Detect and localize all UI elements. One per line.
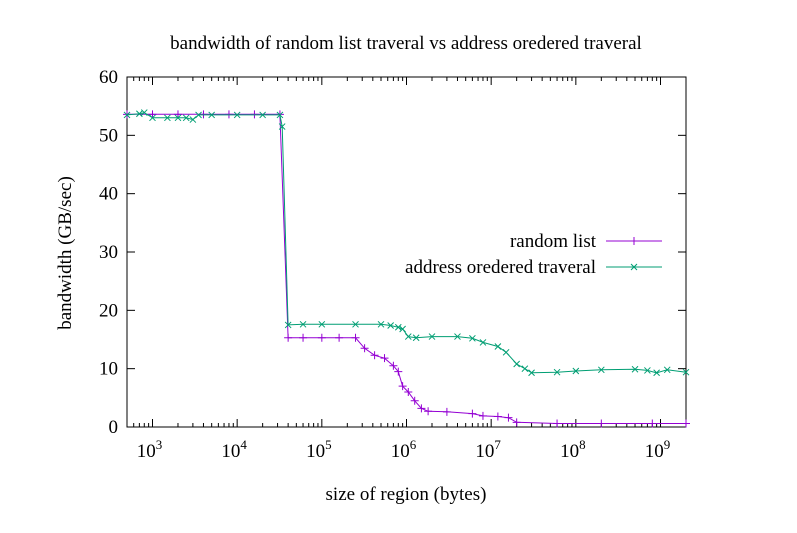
data-point (380, 354, 389, 363)
x-tick-label: 104 (221, 437, 247, 462)
data-point (182, 114, 190, 122)
data-point (351, 333, 360, 342)
y-axis-label: bandwidth (GB/sec) (55, 176, 76, 330)
y-tick-label: 10 (99, 359, 118, 380)
plot-frame (126, 76, 687, 428)
data-point (528, 369, 535, 377)
data-point (352, 320, 359, 328)
data-point (299, 320, 307, 328)
data-point (233, 111, 241, 119)
data-point (410, 396, 419, 405)
data-point (136, 110, 143, 118)
data-point (387, 322, 395, 329)
data-point (597, 419, 606, 428)
data-point (428, 333, 436, 340)
data-point (164, 114, 171, 122)
data-point (479, 339, 487, 346)
legend-marker (630, 237, 638, 245)
data-point (174, 114, 182, 122)
data-point (224, 110, 233, 119)
data-point (370, 351, 379, 360)
data-point (189, 116, 197, 123)
data-point (284, 333, 293, 342)
data-point (284, 321, 292, 329)
data-point (173, 110, 182, 119)
data-point (404, 333, 412, 340)
data-point (276, 111, 284, 119)
x-tick-label: 106 (391, 437, 417, 462)
data-point (424, 407, 433, 416)
data-point (404, 388, 413, 396)
x-tick-label: 103 (137, 437, 163, 462)
y-tick-label: 60 (99, 67, 118, 88)
data-point (335, 333, 344, 342)
data-point (412, 334, 420, 342)
data-point (553, 419, 562, 428)
x-tick-label: 105 (306, 437, 332, 462)
data-point (478, 411, 487, 420)
data-point (278, 123, 286, 130)
y-tick-label: 40 (99, 184, 118, 205)
data-point (394, 367, 403, 376)
chart-title: bandwidth of random list traveral vs add… (170, 33, 642, 54)
x-tick-label: 109 (645, 437, 671, 462)
data-point (512, 418, 521, 427)
legend-label: address oredered traveral (405, 257, 596, 278)
data-point (469, 334, 476, 342)
data-point (259, 111, 267, 119)
x-axis-label: size of region (bytes) (326, 484, 487, 505)
data-point (442, 407, 451, 416)
data-point (521, 365, 529, 373)
data-point (513, 360, 521, 368)
data-point (317, 333, 326, 342)
data-point (360, 344, 369, 353)
data-point (504, 413, 513, 422)
data-point (493, 412, 502, 421)
series-1 (123, 109, 690, 377)
data-point (417, 404, 426, 413)
data-point (377, 320, 385, 328)
data-point (663, 366, 671, 374)
data-point (553, 368, 561, 376)
data-point (653, 369, 660, 377)
data-point (572, 367, 580, 375)
x-tick-label: 108 (560, 437, 586, 462)
data-point (648, 419, 657, 428)
data-point (502, 348, 510, 356)
data-point (318, 320, 326, 328)
data-point (494, 343, 502, 350)
data-point (454, 333, 461, 340)
data-point (149, 114, 156, 122)
y-tick-label: 50 (99, 125, 118, 146)
data-point (394, 323, 402, 331)
data-point (123, 111, 131, 119)
legend: random list address oredered traveral (405, 231, 662, 278)
data-point (468, 409, 477, 418)
data-point (148, 110, 157, 119)
y-tick-label: 20 (99, 300, 118, 321)
data-point (140, 109, 148, 116)
y-tick-label: 0 (109, 417, 119, 438)
data-point (631, 365, 639, 373)
data-point (199, 110, 208, 119)
data-point (389, 361, 398, 370)
data-point (208, 111, 216, 119)
data-point (682, 368, 690, 376)
data-point (195, 111, 202, 119)
data-point (597, 366, 605, 374)
legend-label: random list (510, 231, 597, 252)
data-point (682, 419, 690, 428)
data-point (644, 367, 651, 374)
legend-marker (630, 263, 638, 271)
data-point (399, 325, 406, 333)
y-tick-label: 30 (99, 242, 118, 263)
data-point (398, 382, 407, 391)
x-tick-label: 107 (475, 437, 501, 462)
data-point (250, 110, 259, 119)
data-point (299, 333, 308, 342)
series-line (126, 112, 687, 374)
